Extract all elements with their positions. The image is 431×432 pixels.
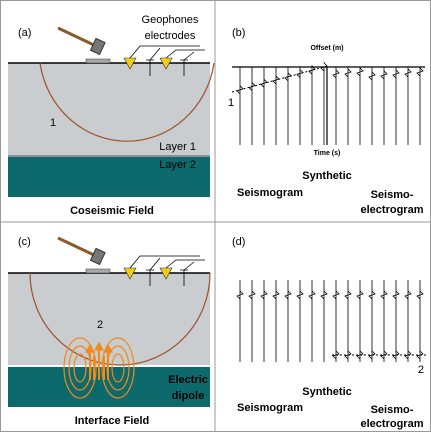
label: Layer 2: [159, 159, 196, 171]
plate: [86, 269, 110, 273]
axis-label: Offset (m): [310, 45, 343, 52]
label: 1: [228, 97, 234, 109]
caption: electrogram: [361, 204, 424, 216]
panel-label: (b): [232, 27, 245, 39]
label: 1: [50, 117, 56, 129]
figure: (a) Geophones electrodes 1 Layer 1 Layer…: [0, 0, 431, 432]
caption: Seismogram: [237, 402, 303, 414]
label: 2: [97, 319, 103, 331]
label: Layer 1: [159, 141, 196, 153]
panel-label: (d): [232, 236, 245, 248]
panel-label: (c): [18, 236, 31, 248]
caption: Synthetic: [302, 170, 352, 182]
panel-label: (a): [18, 27, 31, 39]
plate: [86, 59, 110, 63]
axis-label: Time (s): [314, 150, 341, 157]
caption: electrogram: [361, 418, 424, 430]
label: Geophones: [142, 14, 199, 26]
label: Electric: [168, 374, 208, 386]
caption: Seismo-: [371, 189, 414, 201]
label: electrodes: [145, 30, 196, 42]
label: dipole: [172, 390, 204, 402]
caption: Seismogram: [237, 187, 303, 199]
label: 2: [418, 364, 424, 376]
caption: Coseismic Field: [70, 205, 154, 217]
caption: Seismo-: [371, 404, 414, 416]
caption: Synthetic: [302, 386, 352, 398]
caption: Interface Field: [75, 415, 150, 427]
